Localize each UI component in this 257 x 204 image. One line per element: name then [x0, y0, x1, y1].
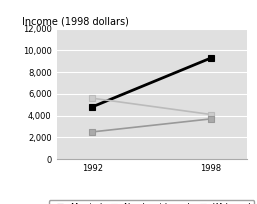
Text: Income (1998 dollars): Income (1998 dollars) [22, 16, 129, 26]
Legend: Married, Newly widowed, Widowed: Married, Newly widowed, Widowed [49, 200, 254, 204]
